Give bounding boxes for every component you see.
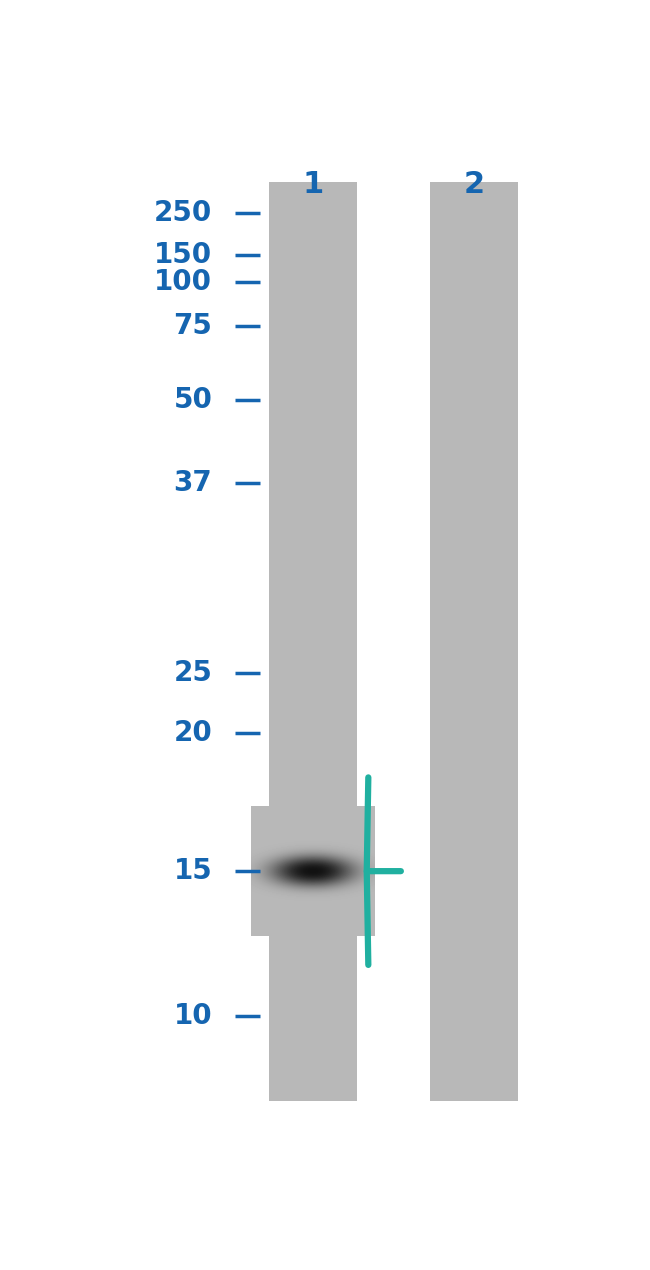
Text: 37: 37 [174,469,212,497]
Text: 2: 2 [463,170,485,199]
Text: 100: 100 [154,268,212,296]
Text: 75: 75 [174,312,212,340]
Text: 25: 25 [174,659,212,687]
Text: 150: 150 [154,241,212,269]
Text: 10: 10 [174,1002,212,1030]
Text: 50: 50 [174,386,212,414]
Bar [269,182,357,1101]
Text: 20: 20 [174,719,212,747]
Bar [430,182,518,1101]
Text: 1: 1 [302,170,324,199]
Text: 250: 250 [154,199,212,227]
Text: 15: 15 [174,857,212,885]
